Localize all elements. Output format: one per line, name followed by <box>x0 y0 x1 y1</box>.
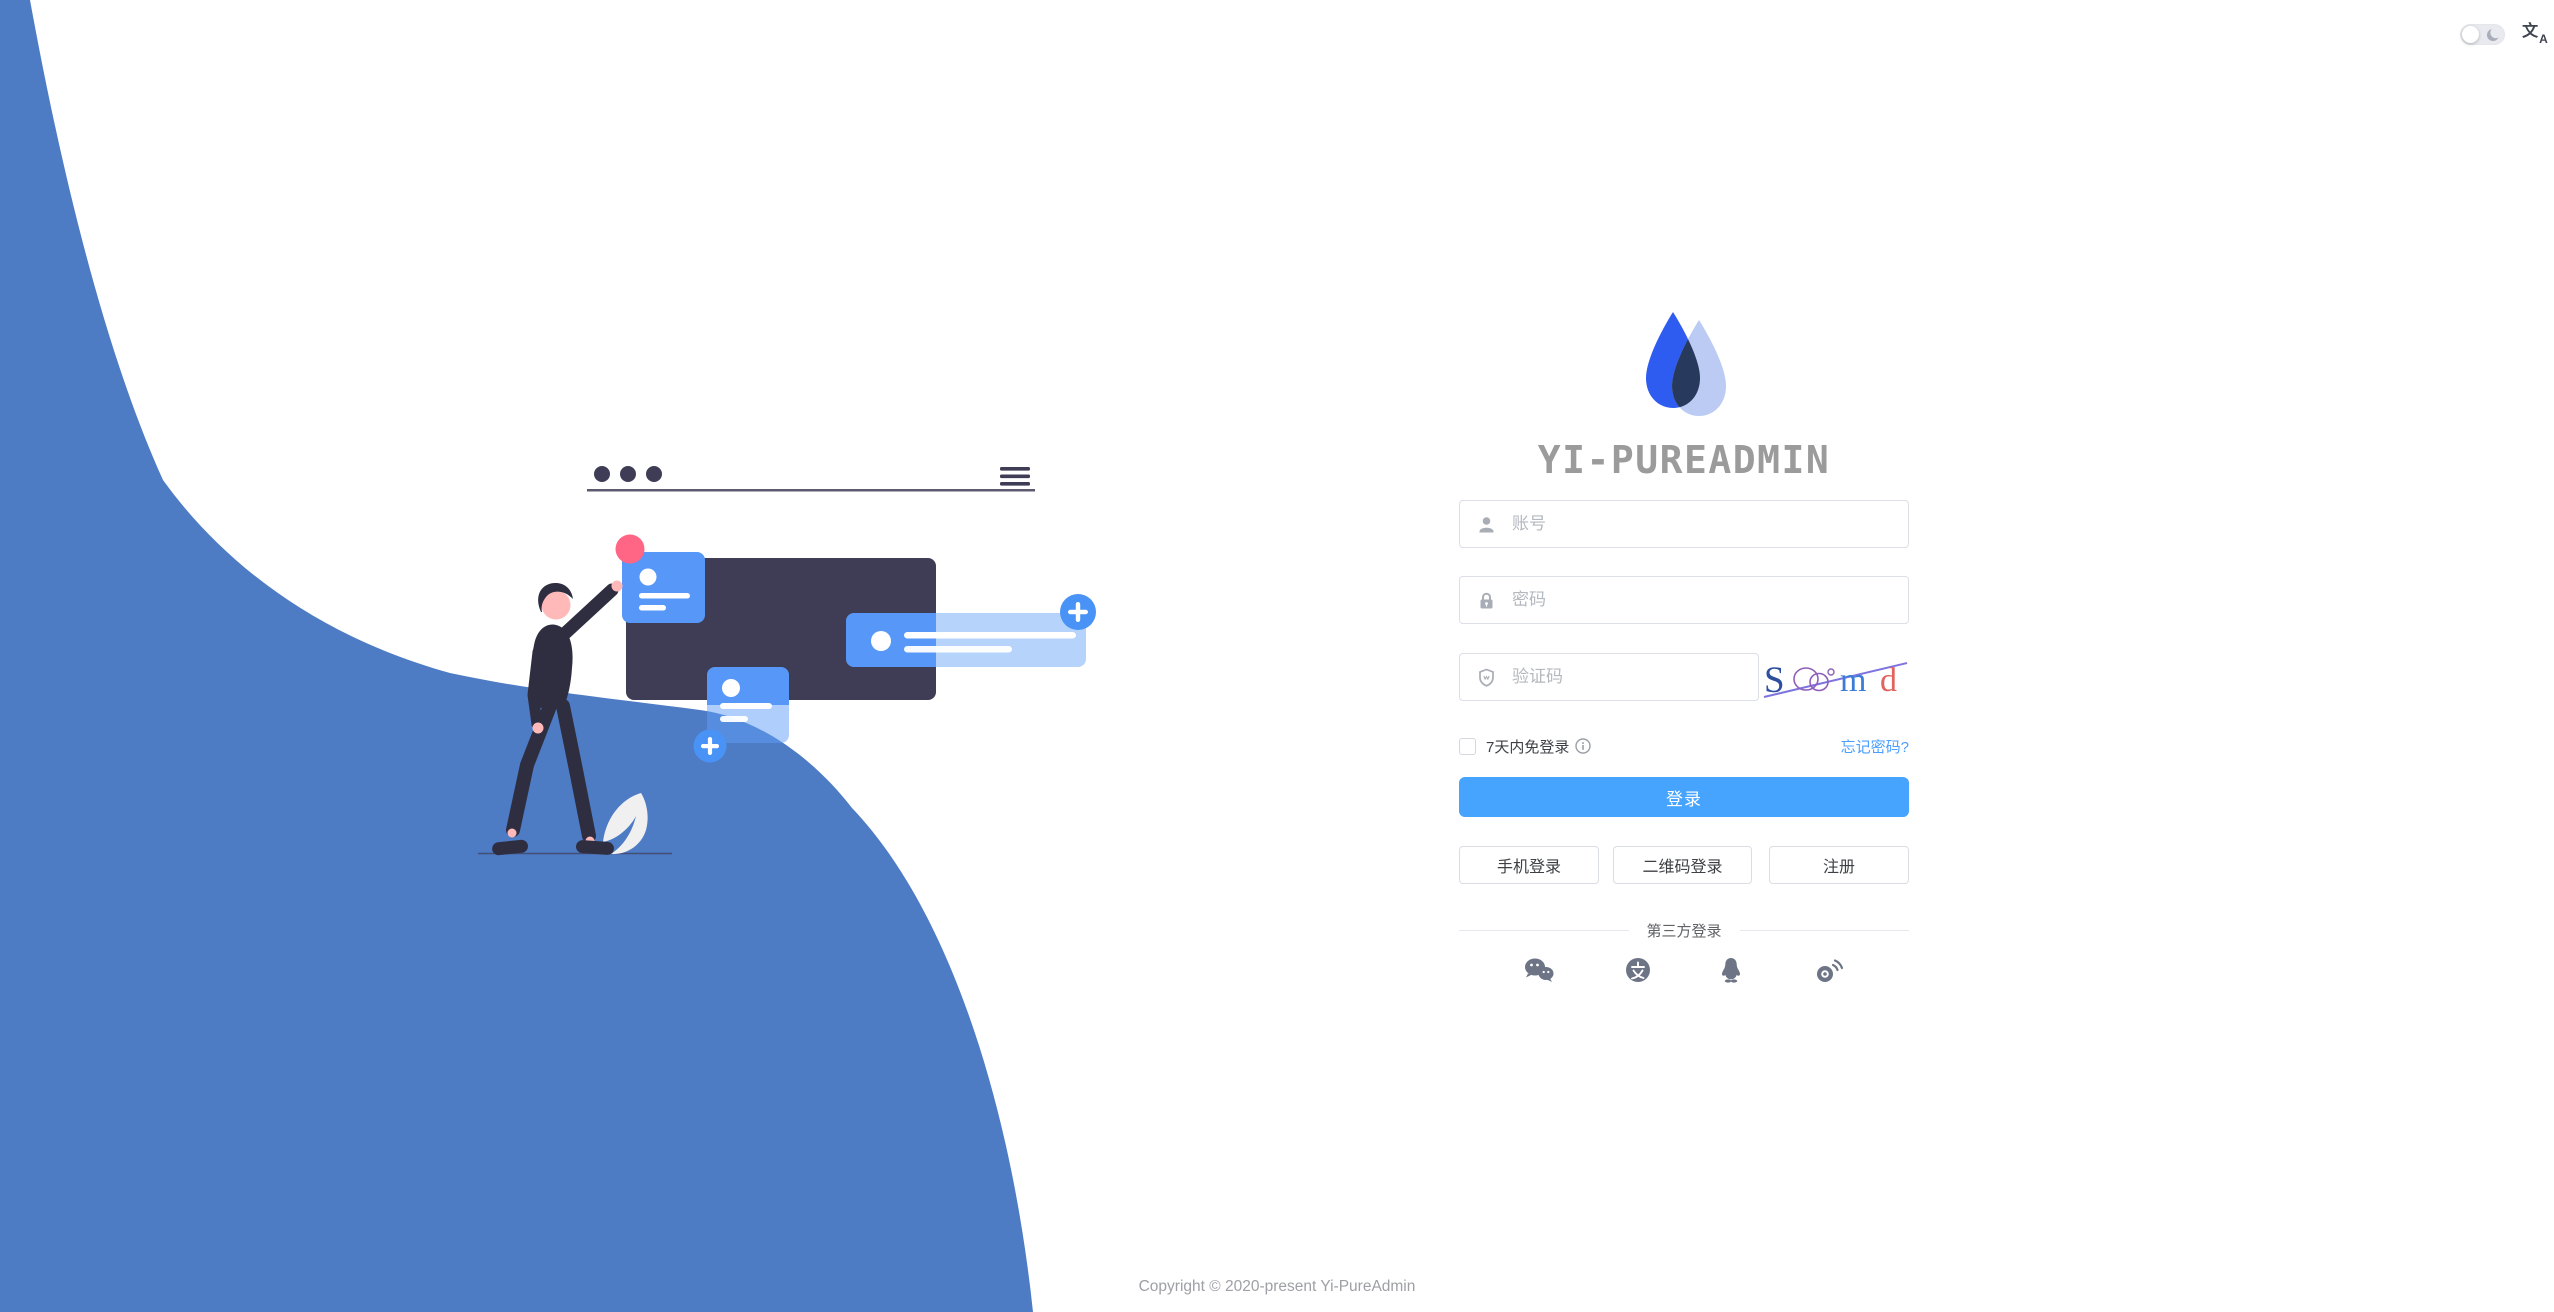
register-button[interactable]: 注册 <box>1769 846 1909 884</box>
language-icon[interactable]: 文 A <box>2519 24 2551 48</box>
language-zh-glyph: 文 <box>2522 23 2539 40</box>
qq-icon[interactable] <box>1715 954 1747 986</box>
plus-icon <box>693 729 727 763</box>
divider-line <box>1739 929 1910 931</box>
captcha-image[interactable]: S m d <box>1762 655 1909 701</box>
captcha-input[interactable] <box>1512 654 1750 700</box>
brand-title: YI-PUREADMIN <box>1537 438 1831 482</box>
plus-icon <box>1060 594 1096 630</box>
remember-checkbox[interactable] <box>1459 737 1476 755</box>
lock-icon <box>1480 592 1493 609</box>
user-icon <box>1479 517 1494 533</box>
illustration-bar <box>846 594 1096 667</box>
login-button[interactable]: 登录 <box>1459 777 1909 817</box>
third-party-divider: 第三方登录 <box>1459 920 1910 940</box>
login-panel: YI-PUREADMIN <box>1459 312 1910 1012</box>
password-input[interactable] <box>1512 577 1900 623</box>
moon-icon <box>2487 27 2500 41</box>
illustration-card-1 <box>622 552 705 623</box>
forgot-password-link[interactable]: 忘记密码? <box>1840 738 1909 756</box>
person <box>492 580 623 856</box>
captcha-field <box>1459 653 1759 701</box>
illustration-card-2 <box>693 667 789 763</box>
copyright-text: Copyright © 2020-present Yi-PureAdmin <box>1138 1278 1416 1295</box>
svg-text:S: S <box>1764 660 1785 701</box>
wave-shape <box>0 0 1033 1312</box>
svg-text:m: m <box>1840 662 1866 699</box>
account-field <box>1459 500 1909 548</box>
weibo-icon[interactable] <box>1813 954 1845 986</box>
qr-login-button[interactable]: 二维码登录 <box>1613 846 1752 884</box>
leaf <box>603 793 648 855</box>
menu-icon <box>1000 467 1030 486</box>
wechat-icon[interactable] <box>1523 954 1555 986</box>
theme-toggle[interactable] <box>2460 24 2505 45</box>
phone-login-button[interactable]: 手机登录 <box>1459 846 1599 884</box>
language-a-glyph: A <box>2539 32 2548 46</box>
account-input[interactable] <box>1512 501 1900 547</box>
shield-icon <box>1479 668 1494 687</box>
info-icon <box>1575 738 1592 754</box>
red-dot <box>615 534 645 564</box>
social-login-row <box>1459 954 1909 986</box>
remember-label: 7天内免登录 <box>1486 738 1570 756</box>
divider-line <box>1459 929 1629 931</box>
alipay-icon[interactable] <box>1622 954 1654 986</box>
brand-logo-icon <box>1646 312 1726 416</box>
remember-row: 7天内免登录 忘记密码? <box>1459 734 1909 758</box>
alt-login-row: 手机登录 二维码登录 注册 <box>1459 846 1909 884</box>
svg-text:d: d <box>1880 662 1897 699</box>
divider-label: 第三方登录 <box>1646 922 1722 940</box>
illustration-topbar <box>587 466 1035 492</box>
password-field <box>1459 576 1909 624</box>
toggle-knob-icon <box>2462 26 2479 43</box>
